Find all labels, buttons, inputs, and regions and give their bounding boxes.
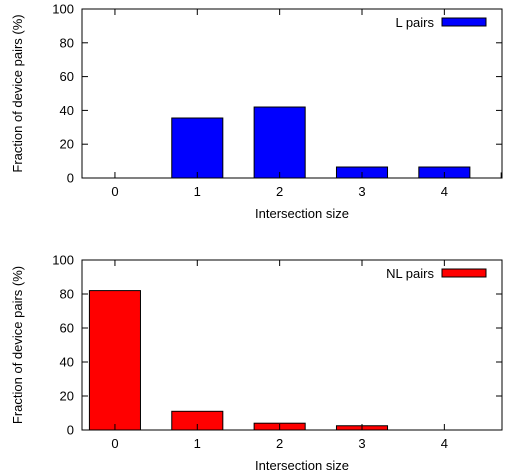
y-tick-label: 60	[60, 321, 74, 336]
x-tick-label: 1	[194, 436, 201, 451]
y-tick-label: 40	[60, 355, 74, 370]
x-tick-label: 4	[441, 184, 448, 199]
y-tick-label: 40	[60, 103, 74, 118]
x-tick-label: 2	[276, 184, 283, 199]
y-tick-label: 100	[52, 2, 74, 17]
bar-2	[253, 106, 306, 179]
y-tick-label: 60	[60, 69, 74, 84]
x-tick-label: 2	[276, 436, 283, 451]
x-axis-title: Intersection size	[255, 458, 349, 473]
chart-bottom: 020406080100012345Intersection sizeFract…	[10, 253, 503, 473]
x-tick-label: 3	[358, 184, 365, 199]
x-tick-label: 0	[111, 184, 118, 199]
y-tick-label: 20	[60, 389, 74, 404]
x-tick-label: 0	[111, 436, 118, 451]
bar-0	[88, 290, 141, 431]
x-tick-label: 4	[441, 436, 448, 451]
y-tick-label: 80	[60, 35, 74, 50]
x-tick-label: 1	[194, 184, 201, 199]
x-tick-label: 3	[358, 436, 365, 451]
bar-1	[171, 117, 224, 179]
legend-swatch	[441, 268, 487, 278]
y-tick-label: 80	[60, 287, 74, 302]
plot-frame	[81, 8, 503, 179]
y-tick-label: 0	[67, 423, 74, 438]
legend-label: NL pairs	[386, 266, 434, 281]
plot-frame	[81, 259, 503, 431]
legend-swatch	[441, 17, 487, 27]
y-axis-title: Fraction of device pairs (%)	[10, 266, 25, 424]
y-tick-label: 100	[52, 253, 74, 268]
legend-label: L pairs	[395, 15, 434, 30]
y-axis-title: Fraction of device pairs (%)	[10, 14, 25, 172]
y-tick-label: 20	[60, 137, 74, 152]
chart-top: 020406080100012345Intersection sizeFract…	[10, 2, 503, 221]
x-axis-title: Intersection size	[255, 206, 349, 221]
y-tick-label: 0	[67, 171, 74, 186]
